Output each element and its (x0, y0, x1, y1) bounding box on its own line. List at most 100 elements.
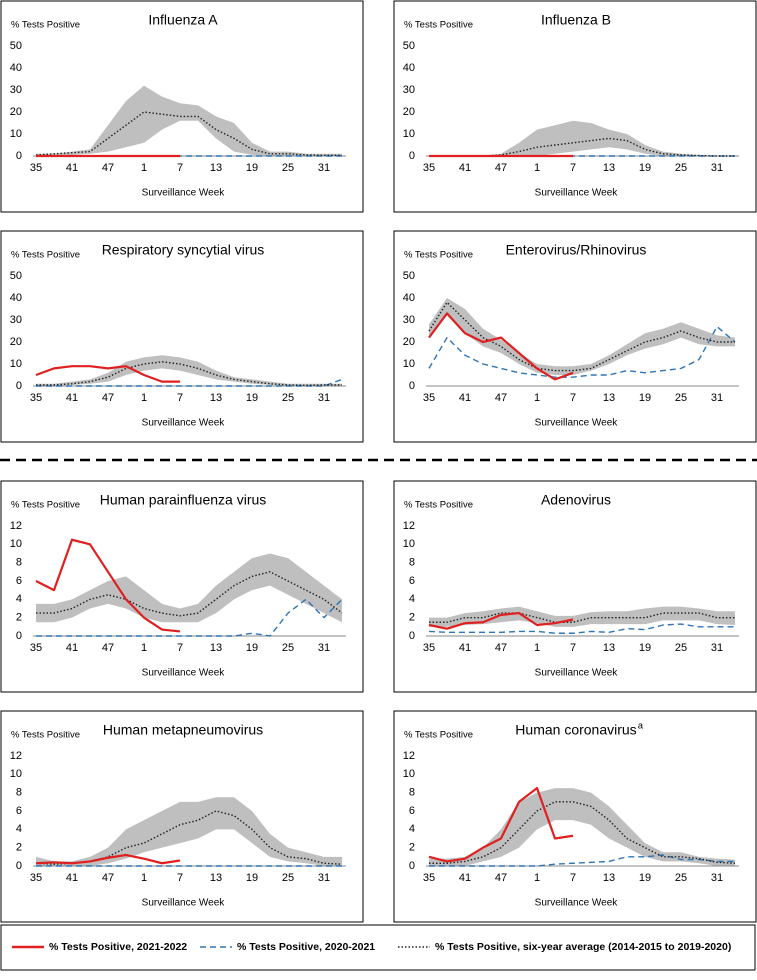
y-tick-label: 0 (409, 150, 415, 162)
x-tick-label: 41 (66, 162, 78, 174)
series-line (428, 325, 736, 378)
x-tick-label: 41 (66, 872, 78, 884)
panel-frame (0, 230, 364, 443)
chart-panel: Influenza A % Tests Positive Surveillance … (0, 0, 364, 213)
y-axis-label: % Tests Positive (404, 500, 473, 511)
x-tick-label: 1 (141, 642, 147, 654)
y-tick-label: 10 (403, 538, 415, 550)
y-tick-label: 30 (10, 84, 22, 96)
x-tick-label: 35 (423, 162, 435, 174)
chart-panel: Human parainfluenza virus % Tests Positiv… (0, 480, 364, 693)
y-tick-label: 8 (16, 557, 22, 569)
y-tick-label: 0 (16, 380, 22, 392)
chart-panel: Influenza B % Tests Positive Surveillance … (393, 0, 757, 213)
series-line (35, 810, 343, 865)
y-tick-label: 2 (16, 842, 22, 854)
range-band (36, 355, 342, 386)
series-line (429, 854, 735, 867)
x-tick-label: 47 (102, 162, 114, 174)
series-line (428, 611, 574, 630)
y-tick-label: 10 (403, 358, 415, 370)
x-tick-label: 19 (246, 642, 258, 654)
x-tick-label: 19 (639, 162, 651, 174)
range-band (36, 797, 342, 866)
legend-label: % Tests Positive, 2020-2021 (237, 941, 375, 953)
x-tick-label: 35 (30, 392, 42, 404)
y-axis-label: % Tests Positive (404, 250, 473, 261)
x-axis-label: Surveillance Week (142, 668, 226, 679)
x-tick-label: 7 (177, 872, 183, 884)
y-tick-label: 2 (409, 842, 415, 854)
x-tick-label: 7 (570, 162, 576, 174)
x-tick-label: 25 (282, 872, 294, 884)
x-tick-label: 31 (711, 642, 723, 654)
chart-title: Influenza A (148, 12, 218, 28)
series-line (35, 538, 181, 633)
x-tick-label: 47 (495, 642, 507, 654)
chart-panel: Human coronavirus a % Tests Positive Survei… (393, 710, 757, 923)
y-axis-label: % Tests Positive (404, 20, 473, 31)
y-tick-label: 40 (403, 62, 415, 74)
chart-title: Human metapneumovirus (103, 722, 263, 738)
x-tick-label: 25 (675, 642, 687, 654)
y-axis-label: % Tests Positive (11, 250, 80, 261)
chart-panel: Enterovirus/Rhinovirus % Tests Positive Su… (393, 230, 757, 443)
range-band (429, 606, 735, 627)
y-tick-label: 30 (403, 314, 415, 326)
series-line (428, 301, 735, 372)
y-tick-label: 2 (409, 612, 415, 624)
y-tick-label: 6 (409, 575, 415, 587)
y-tick-label: 6 (16, 805, 22, 817)
title-note: a (638, 721, 644, 732)
x-tick-label: 19 (639, 872, 651, 884)
x-tick-label: 25 (282, 642, 294, 654)
y-tick-label: 10 (10, 768, 22, 780)
x-tick-label: 1 (141, 162, 147, 174)
x-tick-label: 25 (282, 162, 294, 174)
x-tick-label: 1 (534, 162, 540, 174)
y-tick-label: 20 (10, 336, 22, 348)
x-tick-label: 19 (246, 162, 258, 174)
series-line (35, 853, 181, 865)
x-tick-label: 13 (210, 162, 222, 174)
chart-title: Adenovirus (541, 492, 611, 508)
x-tick-label: 1 (534, 642, 540, 654)
x-tick-label: 13 (210, 872, 222, 884)
x-tick-label: 41 (459, 642, 471, 654)
panel-frame (393, 480, 757, 693)
y-tick-label: 40 (10, 62, 22, 74)
x-tick-label: 7 (177, 392, 183, 404)
x-tick-label: 41 (459, 392, 471, 404)
x-tick-label: 35 (423, 642, 435, 654)
y-tick-label: 40 (10, 292, 22, 304)
x-tick-label: 1 (141, 872, 147, 884)
series-line (428, 312, 574, 381)
y-tick-label: 4 (16, 593, 22, 605)
chart-title: Enterovirus/Rhinovirus (506, 242, 647, 258)
x-tick-label: 13 (210, 392, 222, 404)
x-tick-label: 13 (603, 162, 615, 174)
x-tick-label: 31 (711, 872, 723, 884)
y-tick-label: 12 (10, 520, 22, 532)
y-axis-label: % Tests Positive (11, 730, 80, 741)
x-tick-label: 25 (282, 392, 294, 404)
x-tick-label: 31 (318, 642, 330, 654)
x-tick-label: 19 (246, 392, 258, 404)
x-axis-label: Surveillance Week (535, 188, 619, 199)
y-tick-label: 6 (409, 805, 415, 817)
y-tick-label: 10 (10, 358, 22, 370)
x-axis-label: Surveillance Week (535, 668, 619, 679)
chart-panel: Human metapneumovirus % Tests Positive Sur… (0, 710, 364, 923)
x-tick-label: 47 (102, 392, 114, 404)
y-tick-label: 50 (403, 40, 415, 52)
x-tick-label: 7 (570, 392, 576, 404)
x-tick-label: 25 (675, 872, 687, 884)
x-tick-label: 1 (141, 392, 147, 404)
x-tick-label: 1 (534, 872, 540, 884)
x-axis-label: Surveillance Week (535, 898, 619, 909)
y-tick-label: 10 (403, 128, 415, 140)
y-tick-label: 0 (16, 630, 22, 642)
x-tick-label: 31 (318, 392, 330, 404)
x-tick-label: 7 (177, 642, 183, 654)
x-tick-label: 35 (423, 392, 435, 404)
